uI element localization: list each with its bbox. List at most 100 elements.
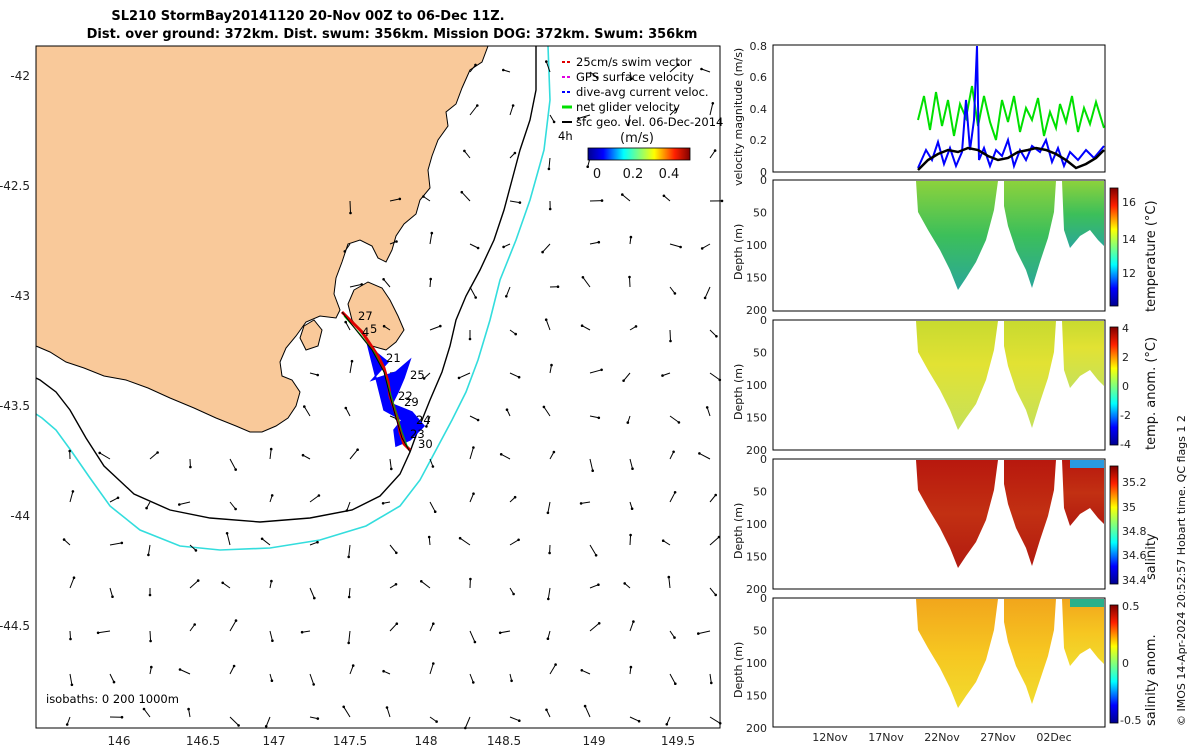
velocity-arrow — [509, 716, 520, 722]
velocity-arrow — [458, 372, 471, 379]
velocity-arrow-head — [580, 669, 584, 672]
salinity-panel — [772, 458, 1119, 590]
velocity-arrow — [669, 492, 676, 503]
velocity-arrow-head — [517, 538, 520, 542]
legend-extra: 4h — [558, 129, 573, 143]
velocity-arrow — [663, 195, 671, 202]
velocity-arrow — [389, 623, 398, 632]
velocity-arrow — [143, 708, 151, 718]
date-tick: 27Nov — [980, 731, 1016, 744]
velocity-arrow — [509, 539, 519, 546]
cbar-tick: 0.5 — [1122, 600, 1140, 613]
velocity-arrow-head — [673, 292, 677, 295]
temperature-cbar-label: temperature (°C) — [1144, 200, 1159, 312]
velocity-arrow — [309, 541, 318, 546]
velocity-arrow-head — [68, 449, 71, 453]
velocity-arrow — [709, 536, 720, 546]
imos-side-note: © IMOS 14-Apr-2024 20:52:57 Hobart time.… — [1175, 415, 1188, 726]
velocity-arrow-head — [98, 451, 101, 455]
velocity-arrow — [629, 621, 634, 632]
velocity-arrow — [109, 542, 122, 546]
velocity-arrow-head — [69, 637, 72, 641]
velocity-arrow-head — [621, 193, 624, 196]
depth-tick: 100 — [746, 518, 767, 531]
velocity-arrow-head — [499, 453, 503, 456]
cbar-tick: -0.5 — [1120, 714, 1141, 727]
velocity-arrow-head — [432, 662, 435, 665]
day-label-30: 30 — [418, 437, 433, 451]
velocity-arrow — [581, 669, 591, 675]
depth-tick: 0 — [760, 453, 767, 466]
velocity-arrow — [629, 458, 633, 469]
depth-tick: 200 — [746, 444, 767, 457]
velocity-arrow-head — [545, 708, 548, 712]
cbar-tick: 34.6 — [1122, 549, 1147, 562]
glider-track — [340, 310, 426, 453]
velocity-arrow — [179, 501, 191, 505]
velocity-arrow — [549, 664, 557, 675]
velocity-arrow-head — [468, 337, 472, 341]
velocity-arrow — [589, 415, 599, 419]
velocity-arrow — [429, 233, 433, 245]
velocity-arrow-head — [347, 595, 351, 599]
velocity-arrow-head — [580, 324, 584, 328]
salinity-section — [1004, 460, 1056, 566]
velocity-arrow-head — [313, 596, 316, 600]
velocity-arrow — [229, 458, 237, 470]
velocity-arrow — [69, 491, 74, 503]
velocity-arrow — [709, 329, 717, 337]
velocity-arrow-head — [665, 723, 669, 726]
velocity-arrow-head — [512, 592, 515, 596]
velocity-arrow-head — [382, 278, 385, 281]
map-legend: 25cm/s swim vector GPS surface velocity … — [558, 55, 723, 182]
velocity-arrow-head — [595, 76, 599, 79]
velocity-arrow-head — [474, 63, 477, 67]
salinity-anomaly-panel — [772, 597, 1119, 728]
velocity-arrow-head — [697, 632, 700, 635]
velocity-arrow — [629, 534, 632, 546]
velocity-arrow — [698, 630, 711, 635]
velocity-arrow-head — [398, 197, 402, 201]
velocity-arrow — [149, 630, 152, 642]
velocity-arrow-head — [502, 68, 505, 72]
velocity-arrow-head — [350, 359, 354, 363]
velocity-arrow-head — [431, 465, 435, 468]
velocity-arrow-head — [662, 194, 666, 198]
velocity-arrow — [343, 706, 351, 718]
legend-item: dive-avg current veloc. — [576, 85, 709, 99]
velocity-arrow-head — [597, 622, 601, 625]
velocity-arrow-head — [395, 551, 398, 555]
velocity-arrow — [63, 539, 71, 546]
vel-tick: 0 — [760, 166, 767, 179]
velocity-arrow-head — [518, 201, 522, 204]
velocity-arrow — [66, 716, 71, 725]
velocity-arrow-head — [435, 720, 438, 723]
velocity-arrow-head — [510, 679, 513, 683]
velocity-arrow — [349, 200, 351, 214]
velocity-arrow — [346, 501, 351, 511]
depth-tick: 0 — [760, 174, 767, 187]
velocity-arrow-head — [628, 275, 631, 279]
lat-tick: -42.5 — [0, 179, 30, 193]
velocity-arrow — [669, 329, 671, 342]
velocity-arrow-head — [623, 582, 626, 585]
depth-tick: 150 — [746, 272, 767, 285]
cbar-tick: 14 — [1122, 233, 1136, 246]
velocity-arrow-head — [677, 421, 681, 424]
figure-title-line2: Dist. over ground: 372km. Dist. swum: 35… — [87, 27, 698, 42]
velocity-arrow — [302, 630, 311, 633]
velocity-arrow-head — [541, 250, 544, 254]
velocity-arrow-head — [673, 636, 676, 639]
velocity-arrow-head — [597, 240, 601, 244]
velocity-arrow-head — [96, 631, 100, 635]
velocity-arrow-head — [149, 639, 152, 643]
velocity-arrow — [349, 449, 358, 460]
velocity-arrow — [69, 577, 75, 589]
velocity-arrow — [269, 449, 272, 460]
velocity-arrow — [709, 587, 717, 596]
velocity-arrow — [709, 103, 714, 116]
velocity-arrow-head — [472, 681, 475, 684]
lon-tick: 149 — [583, 734, 606, 748]
lat-tick: -43 — [10, 289, 30, 303]
velocity-arrow-head — [502, 245, 505, 249]
